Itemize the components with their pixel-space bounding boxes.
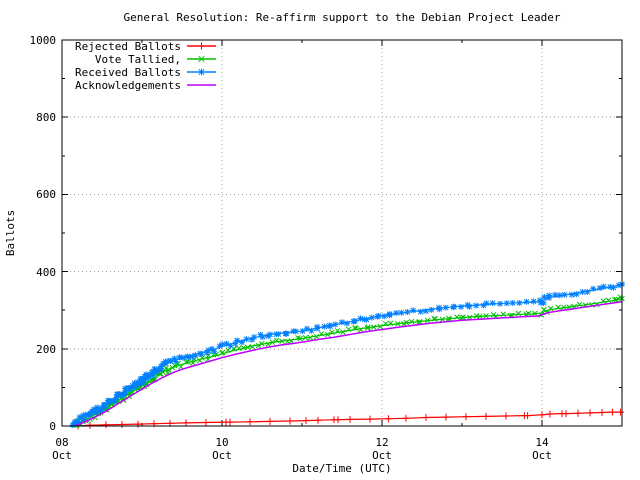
y-axis-label: Ballots — [4, 210, 17, 256]
plot-area — [61, 39, 625, 430]
y-tick-label-1000: 1000 — [30, 34, 57, 47]
x-tick-label-12: 12 — [375, 436, 388, 449]
x-tick-label-14: 14 — [535, 436, 549, 449]
legend-marker-vote-tallied — [198, 55, 205, 63]
x-tick-label-10: 10 — [215, 436, 228, 449]
x-tick-month-10: Oct — [212, 449, 232, 462]
legend-label-acknowledgements: Acknowledgements — [75, 79, 181, 92]
series-received-ballots-line — [72, 283, 623, 427]
legend-label-received-ballots: Received Ballots — [75, 66, 181, 79]
chart-title: General Resolution: Re-affirm support to… — [123, 11, 560, 24]
x-tick-month-08: Oct — [52, 449, 72, 462]
legend-marker-rejected-ballots — [198, 42, 205, 50]
series-vote-tallied-line — [73, 298, 623, 427]
plot-border — [61, 39, 623, 427]
y-tick-label-400: 400 — [36, 266, 56, 279]
x-tick-month-14: Oct — [532, 449, 552, 462]
y-tick-label-0: 0 — [49, 420, 56, 433]
x-axis-label: Date/Time (UTC) — [292, 462, 391, 475]
legend-label-vote-tallied: Vote Tallied, — [95, 53, 181, 66]
y-tick-label-200: 200 — [36, 343, 56, 356]
y-tick-label-600: 600 — [36, 188, 56, 201]
legend-marker-received-ballots — [198, 68, 205, 76]
x-tick-label-08: 08 — [55, 436, 68, 449]
series-received-ballots-markers — [69, 281, 625, 428]
y-tick-label-800: 800 — [36, 111, 56, 124]
legend-label-rejected-ballots: Rejected Ballots — [75, 40, 181, 53]
series-acknowledgements-line — [74, 300, 623, 427]
x-tick-month-12: Oct — [372, 449, 392, 462]
